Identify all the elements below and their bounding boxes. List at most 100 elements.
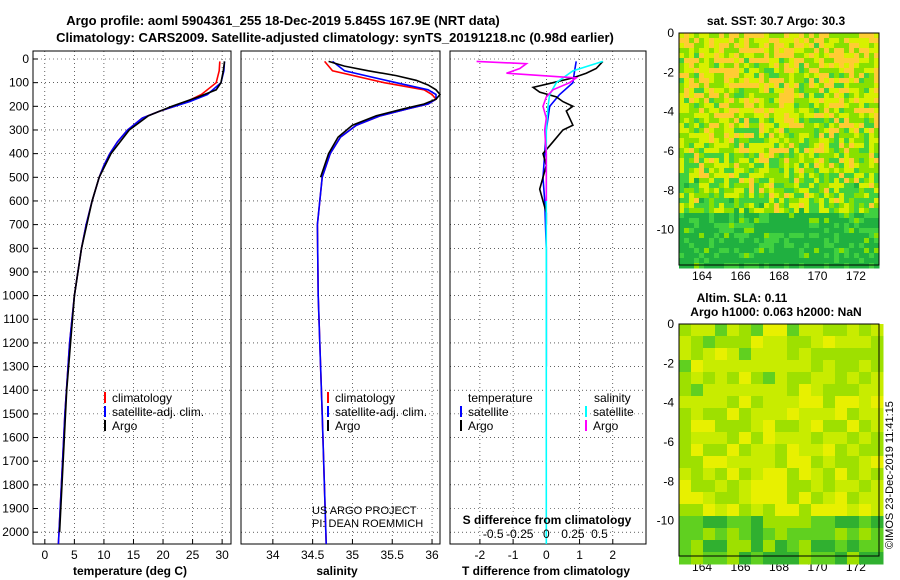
heatmap-cell (849, 128, 855, 134)
heatmap-cell (835, 348, 848, 361)
heatmap-cell (799, 420, 812, 433)
heatmap-cell (859, 73, 865, 79)
heatmap-cell (824, 258, 830, 264)
heatmap-cell (684, 73, 690, 79)
heatmap-cell (715, 360, 728, 373)
series-line-argo (319, 60, 442, 178)
heatmap-cell (784, 133, 790, 139)
heatmap-cell (739, 528, 752, 541)
heatmap-cell (829, 153, 835, 159)
heatmap-cell (774, 233, 780, 239)
heatmap-cell (787, 420, 800, 433)
heatmap-cell (714, 43, 720, 49)
heatmap-cell (691, 504, 704, 517)
heatmap-cell (835, 372, 848, 385)
heatmap-cell (759, 228, 765, 234)
heatmap-cell (874, 108, 880, 114)
heatmap-cell (859, 63, 865, 69)
heatmap-cell (694, 93, 700, 99)
heatmap-cell (689, 143, 695, 149)
heatmap-cell (774, 208, 780, 214)
heatmap-cell (804, 153, 810, 159)
heatmap-cell (744, 123, 750, 129)
heatmap-cell (754, 38, 760, 44)
heatmap-cell (694, 198, 700, 204)
heatmap-cell (764, 178, 770, 184)
heatmap-cell (769, 93, 775, 99)
heatmap-cell (844, 238, 850, 244)
heatmap-cell (759, 108, 765, 114)
heatmap-cell (849, 108, 855, 114)
heatmap-cell (764, 253, 770, 259)
heatmap-cell (739, 118, 745, 124)
heatmap-cell (784, 78, 790, 84)
heatmap-cell (794, 168, 800, 174)
heatmap-cell (689, 203, 695, 209)
heatmap-cell (689, 178, 695, 184)
heatmap-cell (819, 178, 825, 184)
heatmap-cell (709, 233, 715, 239)
heatmap-cell (684, 88, 690, 94)
heatmap-cell (839, 128, 845, 134)
heatmap-cell (739, 128, 745, 134)
heatmap-cell (824, 148, 830, 154)
heatmap-cell (794, 218, 800, 224)
heatmap-cell (689, 183, 695, 189)
heatmap-cell (719, 228, 725, 234)
x-tick-label: 36 (425, 548, 439, 562)
heatmap-cell (704, 83, 710, 89)
heatmap-cell (814, 63, 820, 69)
heatmap-cell (751, 468, 764, 481)
heatmap-cell (864, 113, 870, 119)
heatmap-cell (684, 223, 690, 229)
heatmap-cell (709, 158, 715, 164)
heatmap-cell (844, 213, 850, 219)
heatmap-cell (829, 128, 835, 134)
heatmap-cell (864, 128, 870, 134)
heatmap-cell (684, 53, 690, 59)
heatmap-cell (844, 103, 850, 109)
heatmap-cell (839, 208, 845, 214)
heatmap-cell (774, 253, 780, 259)
heatmap-cell (699, 193, 705, 199)
heatmap-cell (864, 83, 870, 89)
heatmap-cell (819, 198, 825, 204)
heatmap-cell (714, 143, 720, 149)
depth-tick-label: 200 (9, 99, 29, 113)
heatmap-cell (699, 38, 705, 44)
heatmap-cell (704, 63, 710, 69)
heatmap-cell (689, 148, 695, 154)
heatmap-cell (859, 408, 872, 421)
heatmap-cell (703, 336, 716, 349)
heatmap-cell (679, 213, 685, 219)
heatmap-cell (763, 540, 776, 553)
heatmap-cell (729, 203, 735, 209)
heatmap-cell (699, 173, 705, 179)
heatmap-cell (789, 118, 795, 124)
heatmap-cell (769, 138, 775, 144)
heatmap-cell (799, 258, 805, 264)
heatmap-cell (727, 516, 740, 529)
heatmap-cell (824, 38, 830, 44)
heatmap-cell (709, 63, 715, 69)
heatmap-cell (824, 178, 830, 184)
heatmap-cell (775, 372, 788, 385)
heatmap-cell (839, 263, 845, 269)
heatmap-cell (727, 324, 740, 337)
heatmap-cell (744, 223, 750, 229)
heatmap-cell (744, 48, 750, 54)
heatmap-cell (834, 78, 840, 84)
heatmap-cell (714, 253, 720, 259)
heatmap-cell (794, 148, 800, 154)
heatmap-cell (835, 492, 848, 505)
heatmap-cell (809, 238, 815, 244)
heatmap-cell (784, 138, 790, 144)
heatmap-cell (775, 540, 788, 553)
heatmap-cell (694, 213, 700, 219)
heatmap-cell (859, 468, 872, 481)
heatmap-cell (719, 63, 725, 69)
heatmap-cell (727, 552, 740, 565)
heatmap-cell (834, 98, 840, 104)
heatmap-cell (839, 148, 845, 154)
heatmap-cell (729, 253, 735, 259)
